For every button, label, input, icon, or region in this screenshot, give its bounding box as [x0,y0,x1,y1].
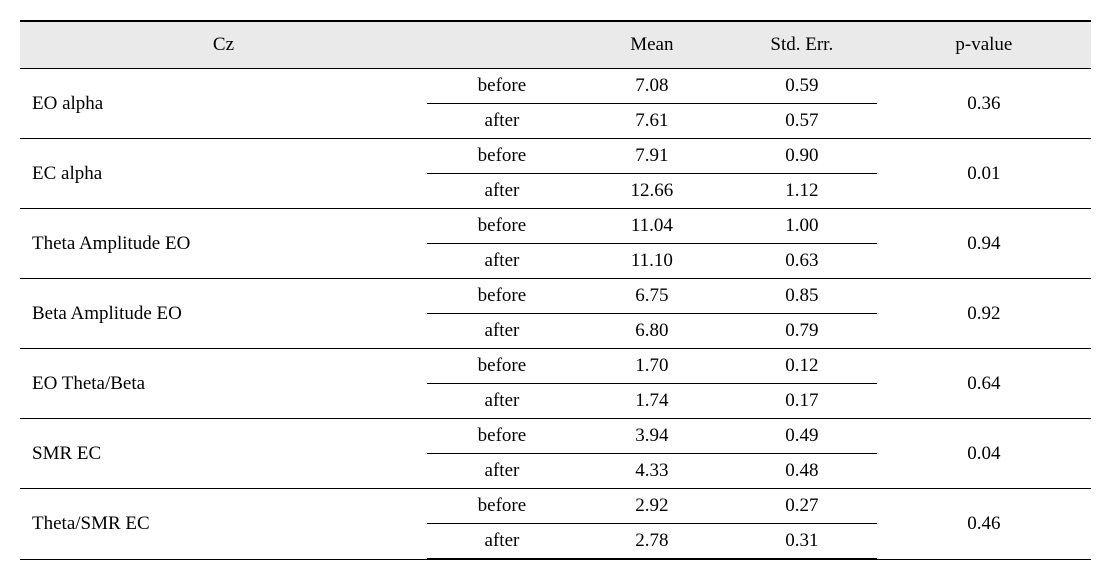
mean-cell: 6.75 [577,279,727,314]
stderr-cell: 0.27 [727,489,877,524]
mean-cell: 7.91 [577,139,727,174]
mean-cell: 2.92 [577,489,727,524]
stderr-cell: 0.12 [727,349,877,384]
mean-cell: 6.80 [577,314,727,349]
table-row: EC alphabefore7.910.900.01 [20,139,1091,174]
stderr-cell: 0.49 [727,419,877,454]
condition-cell: before [427,139,577,174]
condition-cell: after [427,104,577,139]
mean-cell: 1.70 [577,349,727,384]
stats-table: Cz Mean Std. Err. p-value EO alphabefore… [20,20,1091,560]
condition-cell: after [427,524,577,560]
row-label: Theta Amplitude EO [20,209,427,279]
pvalue-cell: 0.64 [877,349,1091,419]
mean-cell: 7.08 [577,69,727,104]
mean-cell: 11.10 [577,244,727,279]
condition-cell: before [427,349,577,384]
table-row: Theta Amplitude EObefore11.041.000.94 [20,209,1091,244]
table-header: Cz Mean Std. Err. p-value [20,21,1091,69]
stderr-cell: 0.31 [727,524,877,560]
stderr-cell: 0.57 [727,104,877,139]
row-label: EO Theta/Beta [20,349,427,419]
condition-cell: after [427,384,577,419]
stderr-cell: 0.17 [727,384,877,419]
mean-cell: 1.74 [577,384,727,419]
mean-cell: 11.04 [577,209,727,244]
table-row: EO alphabefore7.080.590.36 [20,69,1091,104]
mean-cell: 2.78 [577,524,727,560]
pvalue-cell: 0.04 [877,419,1091,489]
condition-cell: after [427,314,577,349]
pvalue-cell: 0.36 [877,69,1091,139]
condition-cell: before [427,489,577,524]
stats-table-container: Cz Mean Std. Err. p-value EO alphabefore… [20,20,1091,560]
stderr-cell: 0.59 [727,69,877,104]
pvalue-cell: 0.94 [877,209,1091,279]
table-row: Theta/SMR ECbefore2.920.270.46 [20,489,1091,524]
pvalue-cell: 0.01 [877,139,1091,209]
header-stderr: Std. Err. [727,21,877,69]
condition-cell: after [427,174,577,209]
header-condition [427,21,577,69]
stderr-cell: 1.12 [727,174,877,209]
row-label: EC alpha [20,139,427,209]
mean-cell: 7.61 [577,104,727,139]
stderr-cell: 0.85 [727,279,877,314]
condition-cell: before [427,419,577,454]
row-label: Beta Amplitude EO [20,279,427,349]
stderr-cell: 1.00 [727,209,877,244]
mean-cell: 4.33 [577,454,727,489]
stderr-cell: 0.79 [727,314,877,349]
stderr-cell: 0.90 [727,139,877,174]
header-mean: Mean [577,21,727,69]
table-body: EO alphabefore7.080.590.36after7.610.57E… [20,69,1091,560]
pvalue-cell: 0.92 [877,279,1091,349]
condition-cell: before [427,209,577,244]
table-row: SMR ECbefore3.940.490.04 [20,419,1091,454]
header-pvalue: p-value [877,21,1091,69]
header-label: Cz [20,21,427,69]
mean-cell: 3.94 [577,419,727,454]
condition-cell: before [427,279,577,314]
row-label: Theta/SMR EC [20,489,427,560]
table-row: Beta Amplitude EObefore6.750.850.92 [20,279,1091,314]
mean-cell: 12.66 [577,174,727,209]
row-label: SMR EC [20,419,427,489]
condition-cell: after [427,454,577,489]
stderr-cell: 0.63 [727,244,877,279]
pvalue-cell: 0.46 [877,489,1091,560]
row-label: EO alpha [20,69,427,139]
stderr-cell: 0.48 [727,454,877,489]
condition-cell: before [427,69,577,104]
condition-cell: after [427,244,577,279]
table-row: EO Theta/Betabefore1.700.120.64 [20,349,1091,384]
